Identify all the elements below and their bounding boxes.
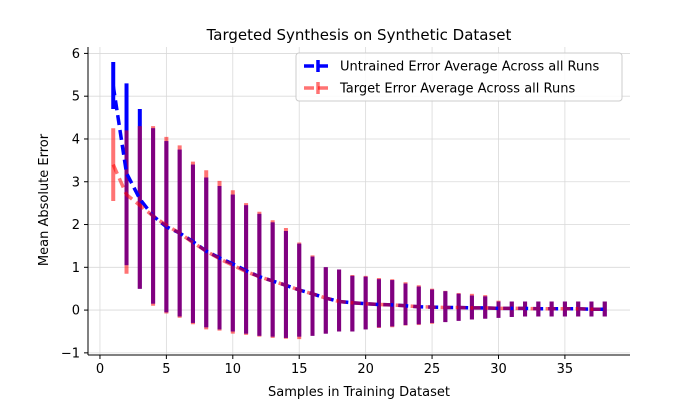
x-tick-label: 30: [490, 362, 507, 377]
target-mean-line: [111, 163, 605, 311]
y-tick-label: 3: [72, 175, 80, 190]
plot-layer: [111, 61, 607, 340]
legend-entry-label: Target Error Average Across all Runs: [339, 82, 575, 97]
x-tick-label: 35: [557, 362, 574, 377]
y-tick-label: 6: [72, 47, 80, 62]
legend-box: [295, 52, 623, 102]
legend-entry-label: Untrained Error Average Across all Runs: [340, 60, 599, 75]
y-axis-label: Mean Absolute Error: [37, 133, 52, 266]
x-tick-label: 10: [225, 362, 242, 377]
y-tick-label: 0: [72, 304, 80, 319]
y-tick-label: 5: [72, 90, 80, 105]
untrained-mean-line: [111, 85, 605, 311]
x-tick-label: 0: [96, 362, 104, 377]
y-tick-label: 2: [72, 218, 80, 233]
x-tick-label: 15: [291, 362, 308, 377]
chart-title: Targeted Synthesis on Synthetic Dataset: [206, 26, 512, 44]
x-tick-label: 25: [424, 362, 441, 377]
y-tick-label: 4: [72, 132, 80, 147]
x-tick-label: 20: [357, 362, 374, 377]
axis-layer: 0 5 10 15 20 25 30 35 −1 0 1 2 3 4 5 6: [61, 47, 630, 377]
legend: Untrained Error Average Across all Runs T…: [295, 52, 623, 102]
y-tick-label: 1: [72, 261, 80, 276]
y-tick-label: −1: [61, 346, 80, 361]
x-axis-label: Samples in Training Dataset: [268, 385, 450, 400]
x-tick-label: 5: [162, 362, 170, 377]
